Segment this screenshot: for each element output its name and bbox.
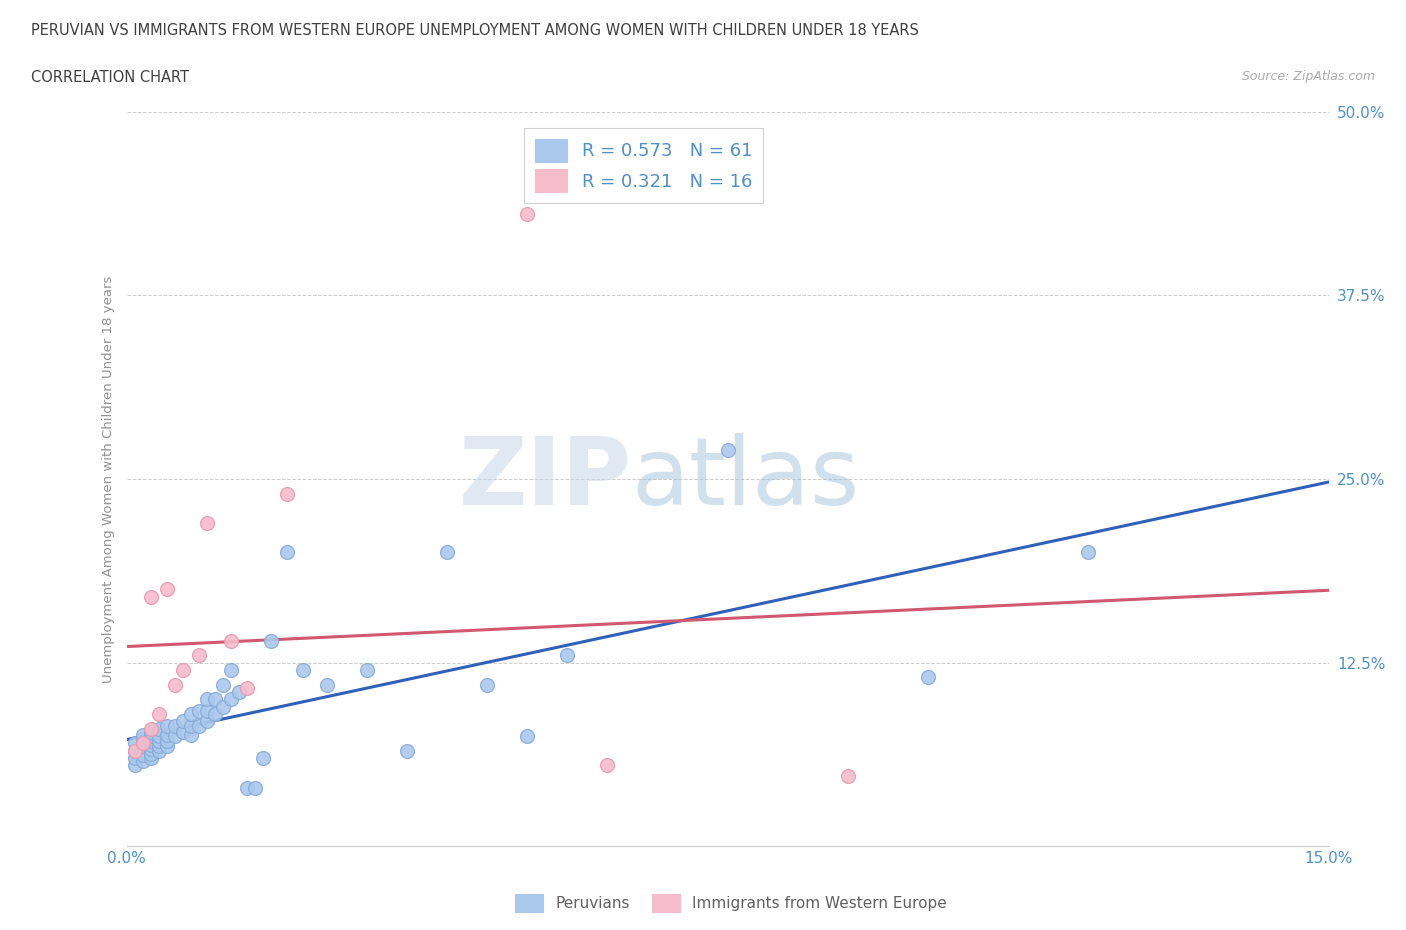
Point: [260, 633, 283, 648]
Point: [148, 729, 170, 744]
Point: [187, 648, 209, 663]
Text: ZIP: ZIP: [458, 433, 631, 525]
Text: atlas: atlas: [631, 433, 859, 525]
Point: [195, 714, 218, 729]
Point: [139, 737, 162, 752]
Point: [139, 722, 162, 737]
Point: [124, 751, 146, 765]
Point: [124, 758, 146, 773]
Point: [148, 739, 170, 754]
Point: [235, 680, 259, 695]
Point: [180, 707, 202, 722]
Point: [252, 751, 274, 765]
Text: PERUVIAN VS IMMIGRANTS FROM WESTERN EUROPE UNEMPLOYMENT AMONG WOMEN WITH CHILDRE: PERUVIAN VS IMMIGRANTS FROM WESTERN EURO…: [31, 23, 918, 38]
Point: [187, 718, 209, 733]
Point: [131, 753, 153, 768]
Point: [124, 743, 146, 758]
Point: [180, 718, 202, 733]
Point: [124, 743, 146, 758]
Point: [837, 768, 859, 783]
Point: [195, 692, 218, 707]
Point: [187, 704, 209, 719]
Point: [172, 714, 194, 729]
Text: CORRELATION CHART: CORRELATION CHART: [31, 70, 188, 85]
Point: [163, 677, 186, 692]
Legend: R = 0.573   N = 61, R = 0.321   N = 16: R = 0.573 N = 61, R = 0.321 N = 16: [524, 128, 763, 204]
Point: [139, 589, 162, 604]
Point: [396, 743, 419, 758]
Point: [243, 780, 266, 795]
Point: [172, 662, 194, 677]
Point: [139, 729, 162, 744]
Point: [1077, 545, 1099, 560]
Point: [195, 704, 218, 719]
Point: [475, 677, 498, 692]
Y-axis label: Unemployment Among Women with Children Under 18 years: Unemployment Among Women with Children U…: [103, 275, 115, 683]
Point: [436, 545, 458, 560]
Point: [155, 718, 177, 733]
Point: [148, 743, 170, 758]
Point: [131, 739, 153, 754]
Point: [131, 748, 153, 763]
Point: [228, 684, 250, 699]
Point: [139, 751, 162, 765]
Point: [172, 724, 194, 739]
Point: [155, 727, 177, 742]
Point: [219, 633, 242, 648]
Point: [148, 707, 170, 722]
Point: [276, 486, 298, 501]
Point: [180, 727, 202, 742]
Point: [516, 729, 538, 744]
Point: [204, 707, 226, 722]
Legend: Peruvians, Immigrants from Western Europe: Peruvians, Immigrants from Western Europ…: [509, 888, 953, 918]
Point: [917, 670, 939, 684]
Point: [163, 718, 186, 733]
Point: [235, 780, 259, 795]
Point: [557, 648, 579, 663]
Point: [516, 207, 538, 222]
Point: [155, 582, 177, 597]
Point: [139, 742, 162, 757]
Point: [155, 739, 177, 754]
Point: [211, 677, 233, 692]
Text: Source: ZipAtlas.com: Source: ZipAtlas.com: [1241, 70, 1375, 83]
Point: [195, 515, 218, 530]
Point: [131, 727, 153, 742]
Point: [276, 545, 298, 560]
Point: [356, 662, 378, 677]
Point: [139, 724, 162, 739]
Point: [131, 736, 153, 751]
Point: [219, 692, 242, 707]
Point: [596, 758, 619, 773]
Point: [211, 699, 233, 714]
Point: [291, 662, 314, 677]
Point: [219, 662, 242, 677]
Point: [139, 746, 162, 761]
Point: [155, 733, 177, 748]
Point: [131, 732, 153, 747]
Point: [139, 733, 162, 748]
Point: [124, 736, 146, 751]
Point: [716, 442, 740, 457]
Point: [148, 722, 170, 737]
Point: [315, 677, 337, 692]
Point: [148, 733, 170, 748]
Point: [131, 736, 153, 751]
Point: [204, 692, 226, 707]
Point: [163, 729, 186, 744]
